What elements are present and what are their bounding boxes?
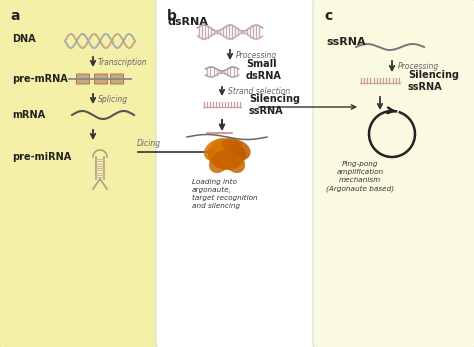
Text: Strand selection: Strand selection: [228, 86, 290, 95]
Ellipse shape: [208, 141, 246, 169]
Ellipse shape: [223, 139, 251, 161]
Text: dsRNA: dsRNA: [168, 17, 209, 27]
FancyBboxPatch shape: [94, 74, 108, 84]
Text: Small
dsRNA: Small dsRNA: [246, 59, 282, 81]
Ellipse shape: [212, 138, 232, 152]
Text: Loading into
argonaute,
target recognition
and silencing: Loading into argonaute, target recogniti…: [192, 179, 258, 210]
Text: a: a: [10, 9, 19, 23]
Text: DNA: DNA: [12, 34, 36, 44]
FancyBboxPatch shape: [156, 0, 316, 347]
Ellipse shape: [225, 153, 245, 173]
Text: Processing: Processing: [398, 61, 439, 70]
Ellipse shape: [212, 150, 242, 170]
Text: Processing: Processing: [236, 51, 277, 59]
Text: Silencing
ssRNA: Silencing ssRNA: [249, 94, 300, 116]
Text: pre-mRNA: pre-mRNA: [12, 74, 68, 84]
Text: Silencing
ssRNA: Silencing ssRNA: [408, 70, 459, 92]
FancyBboxPatch shape: [76, 74, 90, 84]
Text: b: b: [167, 9, 177, 23]
Text: Dicing: Dicing: [137, 139, 161, 148]
FancyBboxPatch shape: [0, 0, 159, 347]
Ellipse shape: [204, 139, 230, 161]
FancyBboxPatch shape: [313, 0, 474, 347]
Ellipse shape: [209, 153, 229, 173]
Text: Splicing: Splicing: [98, 94, 128, 103]
Text: pre-miRNA: pre-miRNA: [12, 152, 71, 162]
Ellipse shape: [222, 138, 242, 152]
Text: mRNA: mRNA: [12, 110, 45, 120]
Text: Transcription: Transcription: [98, 58, 147, 67]
FancyBboxPatch shape: [110, 74, 124, 84]
Text: c: c: [324, 9, 332, 23]
Text: ssRNA: ssRNA: [326, 37, 365, 47]
Text: Ping-pong
amplification
mechanism
(Argonaute based): Ping-pong amplification mechanism (Argon…: [326, 161, 394, 192]
